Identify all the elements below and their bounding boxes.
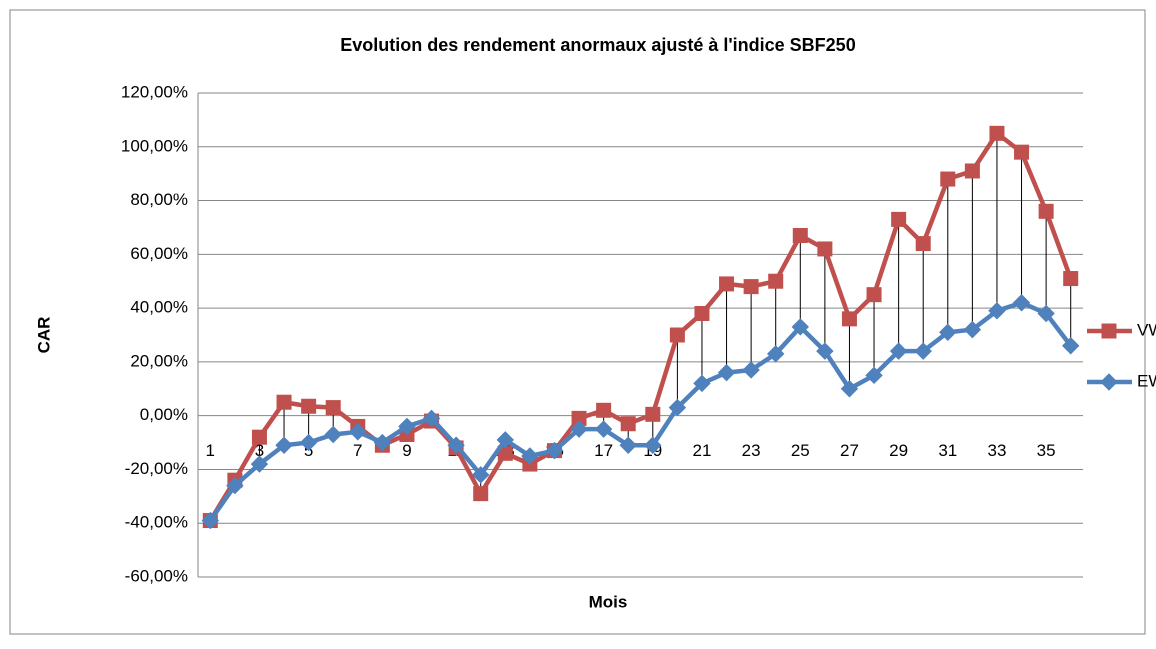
y-tick-label: 80,00%	[130, 190, 188, 209]
marker	[1037, 304, 1055, 323]
marker	[1063, 271, 1079, 287]
y-tick-label: 60,00%	[130, 244, 188, 263]
marker	[742, 361, 760, 379]
marker	[694, 305, 710, 321]
marker	[963, 320, 982, 339]
marker	[791, 318, 809, 336]
marker	[545, 441, 564, 460]
marker	[422, 409, 441, 428]
legend-label: EW	[1137, 371, 1156, 390]
marker	[816, 342, 834, 360]
marker	[817, 241, 833, 257]
marker	[299, 433, 318, 452]
marker	[914, 342, 932, 360]
marker	[915, 236, 931, 252]
marker	[472, 466, 490, 484]
marker	[251, 429, 267, 445]
marker	[473, 486, 489, 502]
marker	[717, 363, 736, 382]
x-tick-label: 21	[692, 441, 711, 460]
marker	[301, 398, 317, 414]
marker	[496, 431, 514, 449]
marker	[988, 302, 1006, 320]
chart-title: Evolution des rendement anormaux ajusté …	[340, 35, 855, 55]
legend-marker	[1100, 373, 1118, 391]
marker	[841, 311, 857, 327]
marker	[325, 400, 341, 416]
x-tick-label: 7	[353, 441, 362, 460]
x-tick-label: 9	[402, 441, 411, 460]
x-tick-label: 25	[791, 441, 810, 460]
x-tick-label: 31	[938, 441, 957, 460]
marker	[324, 425, 342, 444]
marker	[250, 455, 269, 473]
x-tick-label: 23	[742, 441, 761, 460]
y-tick-label: 120,00%	[121, 82, 188, 101]
x-tick-label: 29	[889, 441, 908, 460]
marker	[719, 276, 735, 292]
y-tick-label: 20,00%	[130, 351, 188, 370]
x-tick-label: 27	[840, 441, 859, 460]
y-tick-label: 40,00%	[130, 298, 188, 317]
marker	[596, 402, 612, 418]
marker	[668, 398, 687, 417]
y-tick-label: 0,00%	[140, 405, 188, 424]
marker	[767, 345, 785, 363]
marker	[619, 436, 637, 454]
x-tick-label: 17	[594, 441, 613, 460]
marker	[889, 342, 908, 360]
y-tick-label: -40,00%	[125, 513, 188, 532]
marker	[939, 323, 957, 342]
y-axis-title: CAR	[34, 317, 53, 354]
marker	[1038, 203, 1054, 219]
marker	[940, 171, 956, 187]
y-tick-label: -20,00%	[125, 459, 188, 478]
marker	[865, 366, 883, 385]
marker	[594, 420, 613, 438]
marker	[840, 380, 859, 398]
marker	[275, 436, 293, 454]
marker	[201, 511, 219, 530]
marker	[866, 287, 882, 303]
marker	[989, 125, 1005, 141]
x-tick-label: 35	[1037, 441, 1056, 460]
marker	[669, 327, 685, 343]
marker	[276, 394, 292, 410]
marker	[768, 273, 784, 289]
marker	[1062, 337, 1080, 355]
marker	[570, 420, 588, 438]
marker	[447, 436, 465, 454]
chart-border	[9, 9, 1146, 635]
marker	[226, 476, 244, 495]
y-tick-label: -60,00%	[125, 566, 188, 585]
marker	[693, 374, 711, 393]
legend-label: VW	[1137, 320, 1156, 339]
marker	[743, 279, 759, 295]
x-axis-title: Mois	[589, 592, 628, 611]
y-tick-label: 100,00%	[121, 136, 188, 155]
marker	[792, 228, 808, 244]
marker	[645, 406, 661, 422]
marker	[964, 163, 980, 179]
marker	[398, 417, 416, 436]
marker	[1014, 144, 1030, 160]
marker	[891, 211, 907, 227]
marker	[373, 433, 392, 452]
marker	[620, 416, 636, 432]
marker	[1012, 294, 1031, 312]
marker	[349, 423, 367, 441]
marker	[521, 447, 539, 465]
legend-marker	[1101, 323, 1117, 339]
x-tick-label: 1	[206, 441, 215, 460]
marker	[644, 436, 662, 454]
x-tick-label: 33	[987, 441, 1006, 460]
